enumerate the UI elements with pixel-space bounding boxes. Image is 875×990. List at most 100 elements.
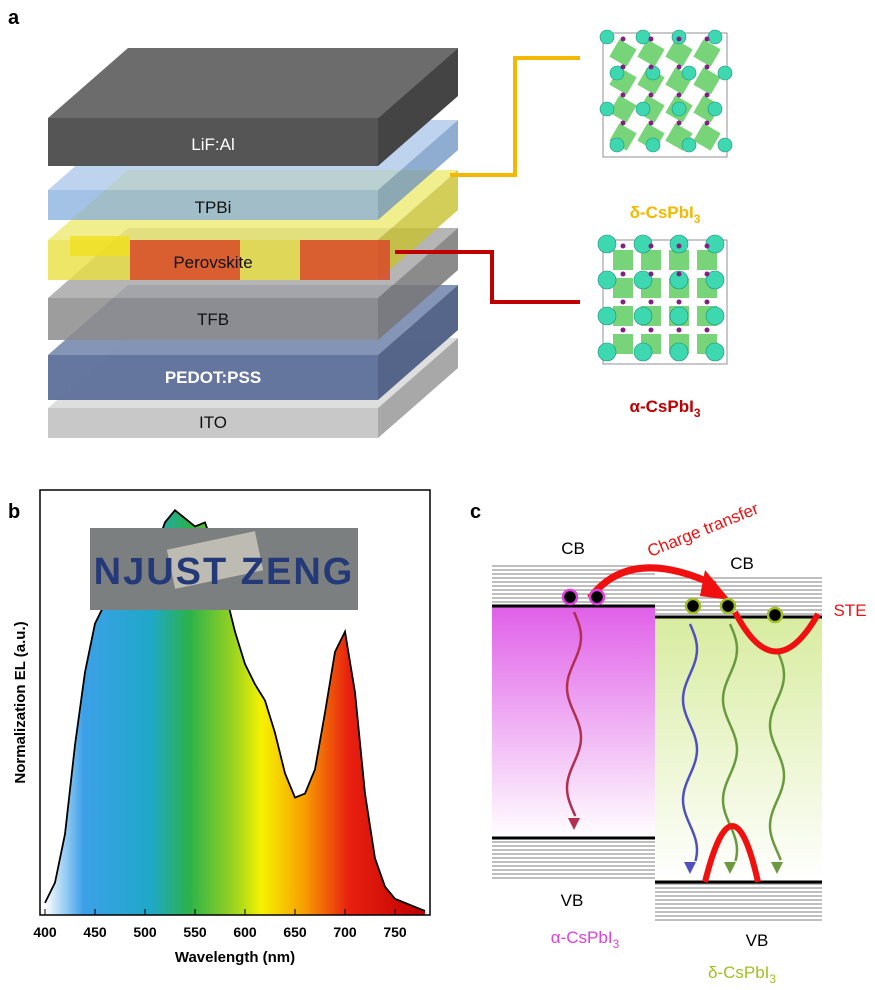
atom xyxy=(621,65,626,70)
atom xyxy=(706,343,724,361)
atom xyxy=(677,65,682,70)
atom xyxy=(718,138,732,152)
atom xyxy=(677,37,682,42)
subscript: 3 xyxy=(769,972,776,986)
atom xyxy=(634,343,652,361)
figure: aLiF:AlTPBiPerovskiteTFBPEDOT:PSSITOδ-Cs… xyxy=(0,0,875,990)
carrier xyxy=(590,590,604,604)
atom xyxy=(621,244,626,249)
band-label: VB xyxy=(561,891,584,910)
subscript: 3 xyxy=(613,937,620,951)
atom xyxy=(634,235,652,253)
atom xyxy=(621,121,626,126)
carrier xyxy=(686,599,700,613)
annotation: Charge transfer xyxy=(645,499,762,561)
y-axis-label: Normalization EL (a.u.) xyxy=(12,621,29,783)
layer-label: LiF:Al xyxy=(191,135,234,154)
atom xyxy=(649,121,654,126)
octahedron xyxy=(693,67,720,94)
phase-label: δ-CsPbI3 xyxy=(630,203,701,226)
octahedron xyxy=(693,123,720,150)
atom xyxy=(646,138,660,152)
atom xyxy=(677,328,682,333)
atom xyxy=(600,30,614,44)
phase-name: δ-CsPbI xyxy=(708,963,769,982)
atom xyxy=(649,328,654,333)
atom xyxy=(598,271,616,289)
x-tick-label: 750 xyxy=(383,924,407,940)
atom xyxy=(649,300,654,305)
atom xyxy=(705,121,710,126)
atom xyxy=(677,121,682,126)
atom xyxy=(670,343,688,361)
subscript: 3 xyxy=(694,406,701,420)
carrier xyxy=(768,608,782,622)
phase-label: α-CsPbI3 xyxy=(551,928,620,951)
phase-label: α-CsPbI3 xyxy=(630,397,701,420)
atom xyxy=(600,102,614,116)
band-label: CB xyxy=(730,554,754,573)
atom xyxy=(706,307,724,325)
subscript: 3 xyxy=(694,212,701,226)
x-axis-label: Wavelength (nm) xyxy=(175,949,295,966)
atom xyxy=(598,307,616,325)
panel-label: c xyxy=(470,501,481,523)
layer-label: Perovskite xyxy=(173,253,252,272)
atom xyxy=(705,328,710,333)
band-label: VB xyxy=(746,931,769,950)
atom xyxy=(649,37,654,42)
atom xyxy=(649,93,654,98)
octahedron xyxy=(609,39,636,66)
layer-label: ITO xyxy=(199,413,227,432)
carrier xyxy=(721,599,735,613)
panel-label: b xyxy=(8,501,20,523)
ste-label: STE xyxy=(833,601,866,620)
atom xyxy=(672,102,686,116)
atom xyxy=(649,244,654,249)
atom xyxy=(649,272,654,277)
atom xyxy=(621,37,626,42)
phase-label: δ-CsPbI3 xyxy=(708,963,776,986)
atom xyxy=(634,307,652,325)
atom xyxy=(705,37,710,42)
atom xyxy=(636,102,650,116)
carrier xyxy=(563,590,577,604)
x-tick-label: 650 xyxy=(283,924,307,940)
atom xyxy=(670,307,688,325)
delta-gap xyxy=(655,617,822,881)
octahedron xyxy=(613,250,633,270)
atom xyxy=(598,235,616,253)
layer-label: PEDOT:PSS xyxy=(165,368,261,387)
atom xyxy=(621,93,626,98)
x-tick-label: 700 xyxy=(333,924,357,940)
arrow-head xyxy=(700,570,730,600)
atom xyxy=(677,300,682,305)
atom xyxy=(677,272,682,277)
x-tick-label: 550 xyxy=(183,924,207,940)
atom xyxy=(682,66,696,80)
atom xyxy=(621,328,626,333)
phase-name: α-CsPbI xyxy=(630,397,694,416)
atom xyxy=(708,30,722,44)
alpha-gap xyxy=(492,606,655,838)
perovskite-grain xyxy=(70,236,130,256)
atom xyxy=(705,65,710,70)
connector xyxy=(450,58,580,175)
x-tick-label: 600 xyxy=(233,924,257,940)
layer-label: TPBi xyxy=(195,198,232,217)
inset-text: NJUST ZENG xyxy=(94,551,355,593)
atom xyxy=(705,93,710,98)
atom xyxy=(598,343,616,361)
atom xyxy=(705,300,710,305)
layer-label: TFB xyxy=(197,310,229,329)
phase-name: α-CsPbI xyxy=(551,928,613,947)
atom xyxy=(677,244,682,249)
atom xyxy=(708,102,722,116)
atom xyxy=(610,138,624,152)
atom xyxy=(621,300,626,305)
atom xyxy=(705,244,710,249)
x-tick-label: 450 xyxy=(83,924,107,940)
phase-name: δ-CsPbI xyxy=(630,203,694,222)
x-tick-label: 400 xyxy=(33,924,57,940)
atom xyxy=(677,93,682,98)
